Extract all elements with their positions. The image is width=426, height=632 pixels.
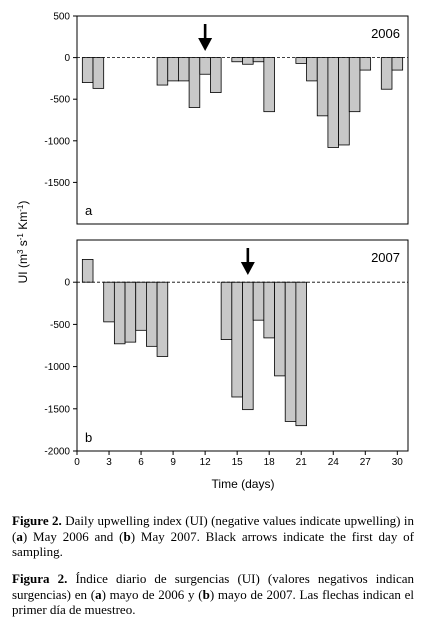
bar-day-1 (81, 57, 94, 83)
plot-frame (76, 239, 409, 452)
x-tick-label: 0 (74, 457, 80, 468)
y-tick-label: -1000 (44, 136, 70, 147)
plot-frame (76, 15, 409, 225)
y-tick-label: -500 (50, 320, 70, 331)
bar-day-14 (220, 281, 233, 340)
bar-day-8 (156, 57, 169, 86)
bar-day-16 (242, 281, 254, 411)
bar-day-21 (295, 281, 307, 427)
bar-day-18 (263, 57, 275, 113)
bar-day-3 (103, 281, 115, 323)
bar-day-17 (252, 57, 265, 63)
bar-day-13 (210, 57, 222, 93)
bar-day-9 (167, 57, 179, 82)
sampling-arrow-head (240, 262, 255, 275)
x-axis: 0 3 6 9 12 15 18 21 24 27 30 (74, 451, 403, 468)
y-tick-label: -1500 (44, 404, 70, 415)
x-tick-label: 9 (170, 457, 176, 468)
bar-day-22 (306, 57, 318, 82)
year-label: 2007 (371, 250, 400, 265)
bar-day-21 (295, 57, 307, 64)
y-tick-label: -2000 (44, 447, 70, 458)
x-tick-label: 6 (138, 457, 144, 468)
panel-letter: b (85, 430, 92, 445)
x-tick-label: 30 (392, 457, 404, 468)
bar-day-1 (81, 259, 94, 283)
panel-2007: 0 -500 -1000 -1500 -2000 2007 b (44, 239, 409, 458)
bar-day-6 (135, 281, 147, 331)
bar-day-26 (348, 57, 361, 113)
bar-day-19 (274, 281, 286, 377)
x-tick-label: 3 (106, 457, 112, 468)
bar-day-8 (156, 281, 169, 357)
y-tick-label: 0 (64, 53, 70, 64)
upwelling-index-chart: 500 0 -500 -1000 -1500 2006 a 0 -500 -1000 -1500 -… (16, 12, 409, 491)
x-tick-label: 27 (360, 457, 372, 468)
y-tick-label: -1500 (44, 178, 70, 189)
panel-2006: 500 0 -500 -1000 -1500 2006 a (44, 12, 409, 225)
x-tick-label: 18 (264, 457, 276, 468)
x-tick-label: 24 (328, 457, 340, 468)
bar-day-27 (359, 57, 372, 71)
x-tick-label: 12 (200, 457, 212, 468)
y-tick-label: -1000 (44, 362, 70, 373)
year-label: 2006 (371, 26, 400, 41)
x-axis-label: Time (days) (212, 477, 275, 491)
bar-day-15 (231, 57, 243, 63)
y-tick-label: 0 (64, 278, 70, 289)
x-tick-label: 15 (232, 457, 244, 468)
bar-day-16 (242, 57, 254, 65)
bar-day-25 (338, 57, 350, 146)
bar-day-24 (327, 57, 339, 148)
bar-day-23 (316, 57, 329, 117)
figure-caption-english: Figure 2. Daily upwelling index (UI) (ne… (12, 513, 414, 559)
bar-day-7 (146, 281, 158, 347)
bar-day-18 (263, 281, 275, 339)
bar-day-15 (231, 281, 243, 398)
bar-day-5 (124, 281, 137, 343)
y-tick-label: -500 (50, 95, 70, 106)
panel-letter: a (85, 203, 93, 218)
y-axis-label: UI (m3 s-1 Km-1) (16, 201, 31, 284)
bar-day-17 (252, 281, 265, 321)
bar-day-30 (391, 57, 404, 71)
y-tick-label: 500 (53, 12, 70, 23)
bar-day-10 (178, 57, 190, 82)
bar-day-2 (92, 57, 105, 89)
bar-day-4 (113, 281, 126, 345)
x-tick-label: 21 (296, 457, 308, 468)
figure-caption-spanish: Figura 2. Índice diario de surgencias (U… (12, 571, 415, 617)
bar-day-12 (199, 57, 211, 75)
bar-day-20 (284, 281, 297, 422)
bar-day-29 (380, 57, 393, 90)
bar-day-11 (188, 57, 201, 108)
sampling-arrow-head (198, 38, 213, 51)
